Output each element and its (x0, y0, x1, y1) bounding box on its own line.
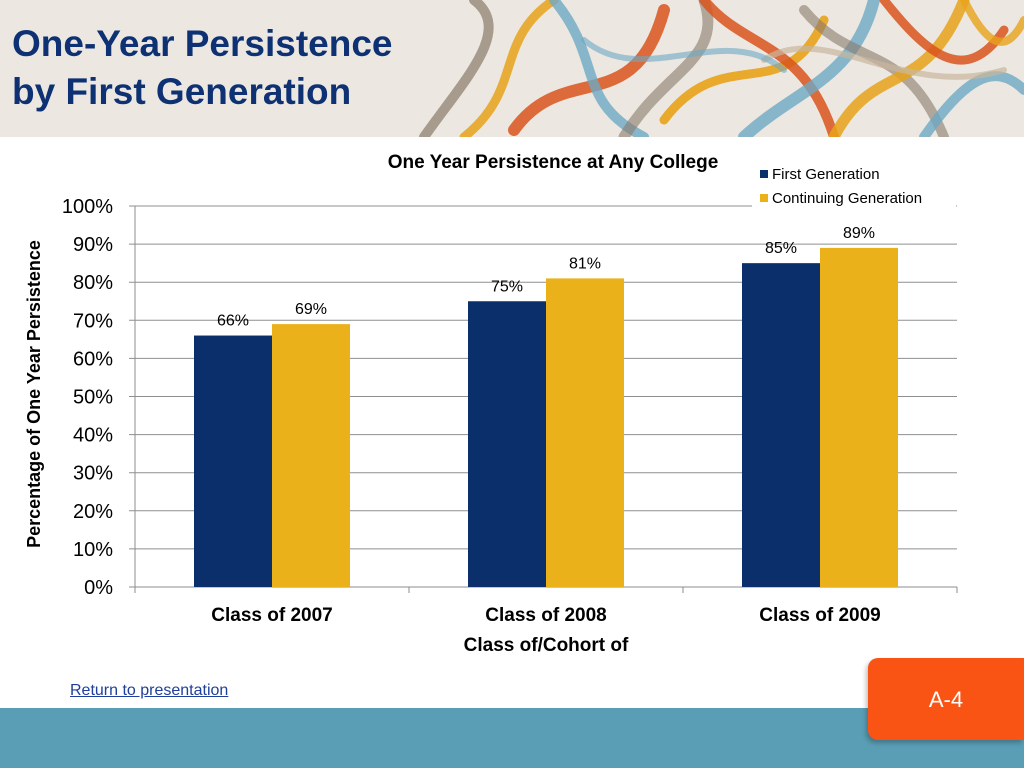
y-tick-label: 60% (73, 348, 113, 370)
legend-label-continuing-generation: Continuing Generation (772, 190, 922, 207)
bar-continuing-generation (820, 247, 898, 587)
legend-label-first-generation: First Generation (772, 166, 880, 183)
x-tick-label: Class of 2009 (759, 605, 880, 626)
data-label: 66% (217, 313, 249, 330)
x-axis-title: Class of/Cohort of (464, 635, 629, 656)
page-number-tab: A-4 (868, 658, 1024, 740)
y-tick-label: 0% (84, 577, 113, 599)
page-number: A-4 (928, 687, 964, 712)
return-to-presentation-link[interactable]: Return to presentation (70, 682, 229, 699)
bars: 66% 69% 75% 81% 85% 89% (194, 225, 898, 587)
legend-swatch-first-generation (760, 170, 768, 178)
data-label: 81% (569, 255, 601, 272)
y-tick-label: 20% (73, 501, 113, 523)
slide-title-line1: One-Year Persistence (12, 23, 393, 64)
slide-title: One-Year Persistence by First Generation (12, 20, 393, 116)
x-axis: Class of 2007 Class of 2008 Class of 2009 (134, 587, 958, 626)
legend-swatch-continuing-generation (760, 194, 768, 202)
header-banner: One-Year Persistence by First Generation (0, 0, 1024, 137)
bar-continuing-generation (272, 324, 350, 587)
data-label: 75% (491, 278, 523, 295)
y-tick-label: 90% (73, 234, 113, 256)
y-tick-label: 30% (73, 463, 113, 485)
y-axis-title: Percentage of One Year Persistence (24, 240, 44, 548)
bar-continuing-generation (546, 278, 624, 587)
chart-title: One Year Persistence at Any College (388, 152, 719, 173)
slide-title-line2: by First Generation (12, 71, 352, 112)
y-tick-label: 70% (73, 310, 113, 332)
footer-bar (0, 708, 1024, 768)
y-tick-label: 80% (73, 272, 113, 294)
data-label: 85% (765, 240, 797, 257)
x-tick-label: Class of 2007 (211, 605, 332, 626)
y-tick-label: 50% (73, 387, 113, 409)
decorative-ribbons-art (419, 0, 1024, 137)
data-label: 89% (843, 225, 875, 242)
bar-first-generation (194, 335, 272, 587)
x-tick-label: Class of 2008 (485, 605, 606, 626)
y-axis: 0% 10% 20% 30% 40% 50% 60% 70% 80% 90% 100% (62, 196, 136, 599)
bar-first-generation (468, 301, 546, 587)
y-tick-label: 40% (73, 425, 113, 447)
y-tick-label: 10% (73, 539, 113, 561)
legend: First Generation Continuing Generation (752, 162, 956, 210)
bar-first-generation (742, 263, 820, 587)
data-label: 69% (295, 301, 327, 318)
persistence-bar-chart: One Year Persistence at Any College 0% 10… (24, 152, 958, 656)
y-tick-label: 100% (62, 196, 113, 218)
